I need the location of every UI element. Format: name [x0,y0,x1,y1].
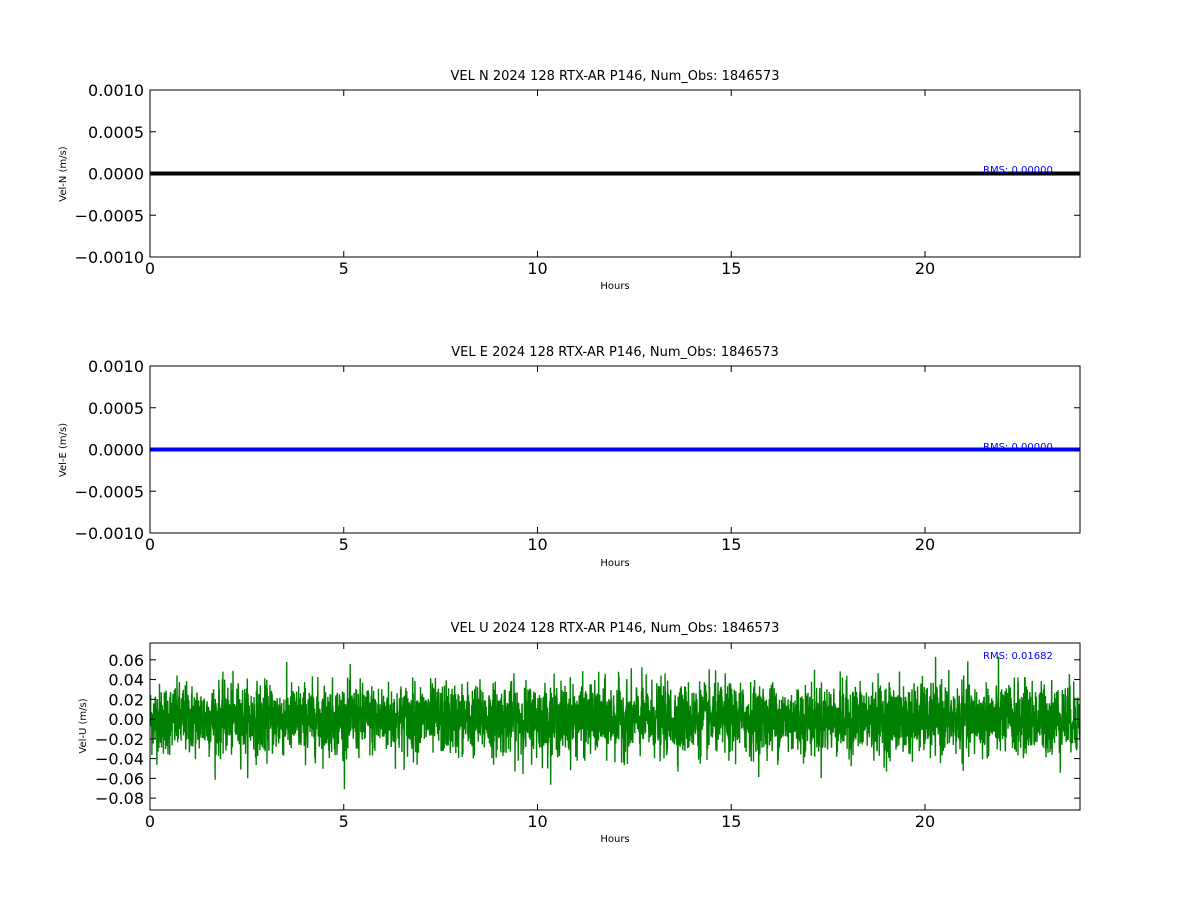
x-tick-label: 5 [339,259,349,278]
y-tick-label: −0.04 [95,750,144,769]
x-axis-label: Hours [600,281,629,292]
y-tick-label: 0.0010 [88,357,144,376]
x-tick-label: 5 [339,812,349,831]
y-tick-label: −0.0005 [75,206,144,225]
plot-area [150,656,1080,790]
x-tick-label: 10 [527,259,547,278]
y-tick-label: −0.08 [95,789,144,808]
x-tick-label: 20 [915,259,935,278]
x-tick-label: 5 [339,535,349,554]
y-axis-label: Vel-N (m/s) [58,146,69,201]
y-tick-label: −0.06 [95,769,144,788]
chart-title: VEL E 2024 128 RTX-AR P146, Num_Obs: 184… [451,345,778,360]
x-tick-label: 20 [915,812,935,831]
y-tick-label: −0.0010 [75,524,144,543]
y-tick-label: 0.0005 [88,123,144,142]
panel-vel-e: VEL E 2024 128 RTX-AR P146, Num_Obs: 184… [58,345,1081,569]
y-tick-label: −0.02 [95,730,144,749]
y-axis-label: Vel-U (m/s) [78,698,89,753]
axes-frame [149,642,1081,811]
series-line [150,656,1080,790]
axis-ticks: 0 5 10 15 20 0.0010 0.0005 0.0000 −0.0005 −0.0010 [75,357,1080,554]
axis-ticks: 0 5 10 15 20 0.0010 0.0005 0.0000 −0.0005 −0.0010 [75,81,1080,278]
axis-ticks: 0 5 10 15 20 0.060.040.020.00−0.02−0.04−0.06−… [95,643,1080,831]
x-tick-label: 0 [145,535,155,554]
x-tick-label: 15 [721,812,741,831]
x-tick-label: 10 [527,812,547,831]
y-tick-label: 0.04 [108,671,144,690]
rms-label: RMS: 0.00000 [983,442,1053,453]
y-tick-label: 0.0005 [88,399,144,418]
y-tick-label: 0.0010 [88,81,144,100]
chart-title: VEL U 2024 128 RTX-AR P146, Num_Obs: 184… [451,621,780,636]
x-tick-label: 0 [145,259,155,278]
x-axis-label: Hours [600,834,629,845]
x-axis-label: Hours [600,558,629,569]
panel-vel-u: VEL U 2024 128 RTX-AR P146, Num_Obs: 184… [78,621,1081,845]
y-tick-label: 0.02 [108,690,144,709]
x-tick-label: 0 [145,812,155,831]
x-tick-label: 15 [721,535,741,554]
rms-label: RMS: 0.00000 [983,165,1053,176]
y-tick-label: −0.0005 [75,482,144,501]
y-tick-label: 0.00 [108,710,144,729]
y-tick-label: 0.06 [108,651,144,670]
x-tick-label: 20 [915,535,935,554]
x-tick-label: 10 [527,535,547,554]
y-tick-label: 0.0000 [88,441,144,460]
x-tick-label: 15 [721,259,741,278]
chart-title: VEL N 2024 128 RTX-AR P146, Num_Obs: 184… [451,69,780,84]
y-axis-label: Vel-E (m/s) [58,423,69,477]
y-tick-label: 0.0000 [88,165,144,184]
panel-vel-n: VEL N 2024 128 RTX-AR P146, Num_Obs: 184… [58,69,1081,292]
rms-label: RMS: 0.01682 [983,651,1053,662]
y-tick-label: −0.0010 [75,248,144,267]
